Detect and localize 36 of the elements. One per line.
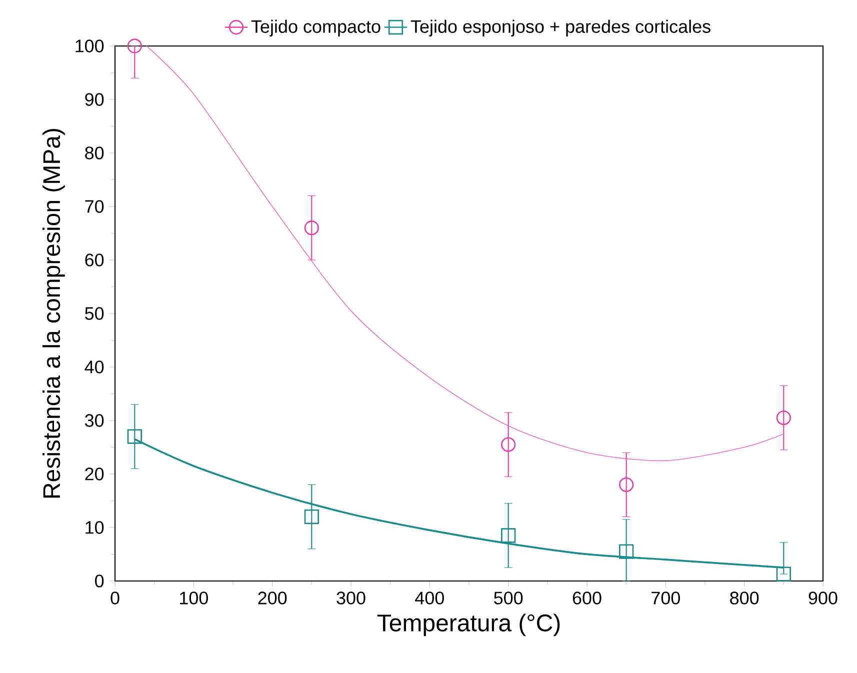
x-tick-label: 100 xyxy=(180,592,208,604)
x-tick-label: 900 xyxy=(808,592,838,604)
y-tick-label: 50 xyxy=(85,307,104,320)
y-tick-label: 80 xyxy=(85,146,104,160)
y-tick-label: 70 xyxy=(85,200,104,213)
y-tick-label: 30 xyxy=(85,414,104,427)
x-tick-label: 200 xyxy=(258,592,287,604)
x-tick-label: 700 xyxy=(652,592,680,604)
x-axis-title: Temperatura (°C) xyxy=(377,614,560,636)
legend-label: Tejido compacto xyxy=(251,20,380,37)
x-tick-label: 400 xyxy=(415,592,444,604)
point xyxy=(501,528,516,543)
point xyxy=(618,544,634,559)
y-tick-label: 90 xyxy=(85,93,104,106)
y-axis-title: Resistencia a la compresion (MPa) xyxy=(42,128,65,498)
point xyxy=(776,410,791,426)
y-tick-label: 0 xyxy=(95,574,104,588)
y-tick-label: 20 xyxy=(85,468,104,480)
x-tick-label: 0 xyxy=(110,592,120,604)
point xyxy=(501,437,516,452)
x-tick-label: 300 xyxy=(336,592,366,604)
y-tick-label: 100 xyxy=(76,40,104,52)
point xyxy=(127,38,142,54)
y-tick-label: 40 xyxy=(84,360,104,374)
line-series xyxy=(146,46,784,462)
point xyxy=(618,477,634,492)
y-tick-label: 10 xyxy=(86,521,104,534)
x-tick-label: 800 xyxy=(730,592,759,604)
point xyxy=(776,566,791,582)
x-tick-label: 500 xyxy=(494,592,523,604)
point xyxy=(304,509,320,524)
point xyxy=(127,429,142,444)
point xyxy=(304,220,320,236)
y-tick-label: 60 xyxy=(85,254,104,266)
legend-label: Tejido esponjoso + paredes corticales xyxy=(410,20,710,37)
x-tick-label: 600 xyxy=(572,592,602,604)
